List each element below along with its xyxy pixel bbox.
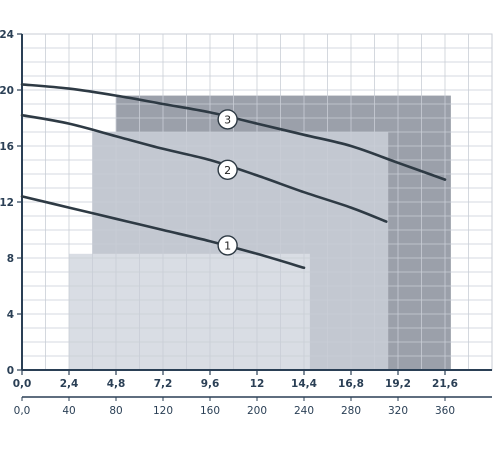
curve-label-3: 3: [224, 113, 231, 126]
y-tick-label: 16: [0, 141, 14, 153]
operating-zones: [69, 95, 451, 370]
y-tick-label: 8: [7, 253, 14, 265]
x2-tick-label: 0,0: [14, 405, 31, 417]
curve-1: [20, 195, 306, 270]
x-tick-label: 2,4: [60, 378, 79, 390]
x-tick-label: 12: [250, 378, 265, 390]
x2-tick-label: 240: [294, 405, 314, 417]
x-tick-label: 7,2: [154, 378, 173, 390]
x2-tick-label: 80: [109, 405, 122, 417]
y-tick-label: 12: [0, 197, 14, 209]
x2-tick-label: 120: [153, 405, 173, 417]
zone-1: [69, 253, 310, 370]
tick-labels: 0,0 2,4 4,8 7,2 9,6 12 14,4 16,8 19,2 21,60,0 40 80…: [0, 29, 458, 417]
axes: [17, 33, 492, 401]
x2-tick-label: 40: [62, 405, 75, 417]
x-tick-label: 14,4: [291, 378, 317, 390]
curve-label-circle-1: [217, 235, 238, 256]
curve-label-2: 2: [224, 164, 231, 177]
curve-label-1: 1: [224, 239, 231, 252]
x-tick-label: 21,6: [432, 378, 458, 390]
x2-tick-label: 320: [388, 405, 408, 417]
x-tick-label: 16,8: [338, 378, 364, 390]
y-tick-label: 20: [0, 85, 14, 97]
x-tick-label: 19,2: [385, 378, 411, 390]
curve-labels: 1 2 3: [217, 109, 238, 256]
y-tick-label: 4: [7, 309, 14, 321]
grid: [21, 33, 493, 371]
curve-label-circle-3: [217, 109, 238, 130]
x2-tick-label: 360: [435, 405, 455, 417]
y-tick-label: 24: [0, 29, 14, 41]
curve-2: [20, 113, 388, 223]
y-tick-label: 0: [7, 365, 14, 377]
x2-tick-label: 280: [341, 405, 361, 417]
x-tick-label: 9,6: [201, 378, 220, 390]
x2-tick-label: 200: [247, 405, 267, 417]
x2-tick-label: 160: [200, 405, 220, 417]
x-tick-label: 4,8: [107, 378, 126, 390]
x-tick-label: 0,0: [13, 378, 32, 390]
curve-label-circle-2: [217, 159, 238, 181]
